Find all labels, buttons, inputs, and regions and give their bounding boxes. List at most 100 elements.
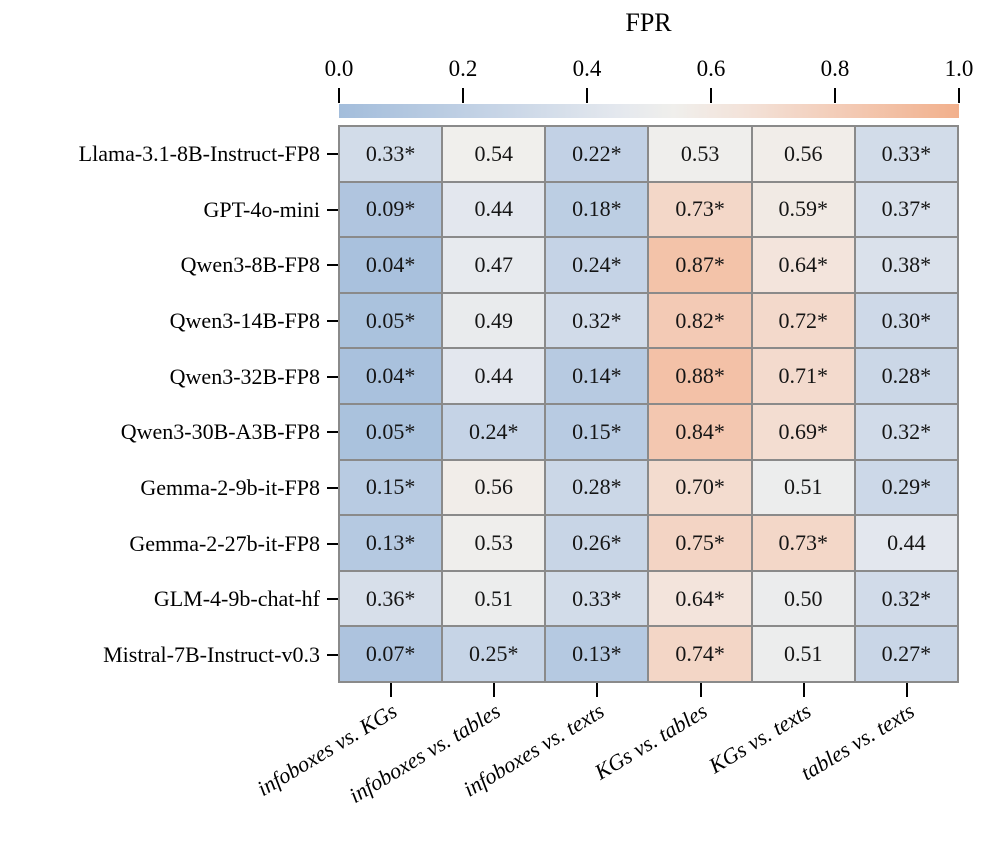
heatmap-cell: 0.32* — [855, 571, 957, 626]
row-label: Qwen3-8B-FP8 — [180, 252, 320, 278]
heatmap-cell: 0.70* — [649, 460, 751, 515]
heatmap-cell: 0.13* — [340, 516, 442, 570]
row-label: GLM-4-9b-chat-hf — [153, 586, 320, 612]
colorbar-tick-mark — [710, 88, 712, 103]
row-tick-mark — [327, 431, 338, 434]
heatmap-cell: 0.24* — [546, 238, 648, 292]
heatmap-cell: 0.22* — [546, 127, 648, 181]
heatmap-cell: 0.73* — [649, 182, 751, 237]
row-tick-mark — [327, 319, 338, 322]
heatmap-cell: 0.44 — [855, 516, 957, 570]
column-label: tables vs. texts — [795, 698, 919, 786]
heatmap-cell: 0.82* — [649, 293, 751, 348]
heatmap-cell: 0.44 — [443, 182, 545, 237]
heatmap-cell: 0.33* — [855, 127, 957, 181]
heatmap-cell: 0.84* — [649, 404, 751, 459]
heatmap-cell: 0.54 — [443, 127, 545, 181]
heatmap-cell: 0.51 — [752, 460, 854, 515]
heatmap-cell: 0.53 — [649, 127, 751, 181]
heatmap-cell: 0.15* — [546, 404, 648, 459]
heatmap-cell: 0.53 — [443, 516, 545, 570]
heatmap-cell: 0.04* — [340, 238, 442, 292]
column-tick-mark — [493, 683, 495, 697]
heatmap-cell: 0.29* — [855, 460, 957, 515]
row-tick-mark — [327, 375, 338, 378]
heatmap-grid: 0.33* 0.54 0.22* 0.53 0.56 0.33* 0.09* 0.44 0.18… — [338, 125, 959, 683]
colorbar-gradient — [339, 104, 959, 118]
row-tick-mark — [327, 542, 338, 545]
heatmap-cell: 0.73* — [752, 516, 854, 570]
heatmap-cell: 0.09* — [340, 182, 442, 237]
column-tick-mark — [803, 683, 805, 697]
heatmap-cell: 0.28* — [855, 349, 957, 403]
row-tick-mark — [327, 598, 338, 601]
heatmap-cell: 0.04* — [340, 349, 442, 403]
heatmap-cell: 0.50 — [752, 571, 854, 626]
row-label: Llama-3.1-8B-Instruct-FP8 — [78, 140, 320, 166]
heatmap-cell: 0.47 — [443, 238, 545, 292]
row-label: Qwen3-32B-FP8 — [169, 363, 320, 389]
heatmap-cell: 0.14* — [546, 349, 648, 403]
row-tick-mark — [327, 487, 338, 490]
heatmap-cell: 0.32* — [855, 404, 957, 459]
colorbar-tick-label: 0.2 — [448, 56, 478, 81]
heatmap-cell: 0.64* — [649, 571, 751, 626]
row-label: GPT-4o-mini — [203, 196, 320, 222]
colorbar-tick-mark — [338, 88, 340, 103]
heatmap-cell: 0.69* — [752, 404, 854, 459]
heatmap-cell: 0.07* — [340, 627, 442, 681]
heatmap-cell: 0.44 — [443, 349, 545, 403]
row-label: Gemma-2-9b-it-FP8 — [140, 475, 320, 501]
heatmap-cell: 0.49 — [443, 293, 545, 348]
heatmap-cell: 0.36* — [340, 571, 442, 626]
heatmap-cell: 0.51 — [443, 571, 545, 626]
heatmap-cell: 0.56 — [752, 127, 854, 181]
row-tick-mark — [327, 264, 338, 267]
heatmap-cell: 0.72* — [752, 293, 854, 348]
row-label: Qwen3-14B-FP8 — [169, 307, 320, 333]
heatmap-cell: 0.74* — [649, 627, 751, 681]
colorbar-tick-label: 0.0 — [324, 56, 354, 81]
heatmap-cell: 0.88* — [649, 349, 751, 403]
column-label: KGs vs. tables — [590, 698, 712, 785]
colorbar-tick-label: 0.4 — [572, 56, 602, 81]
row-label: Qwen3-30B-A3B-FP8 — [120, 419, 320, 445]
heatmap-cell: 0.28* — [546, 460, 648, 515]
heatmap-cell: 0.26* — [546, 516, 648, 570]
heatmap-cell: 0.18* — [546, 182, 648, 237]
row-tick-mark — [327, 654, 338, 657]
colorbar-tick-mark — [462, 88, 464, 103]
heatmap-cell: 0.87* — [649, 238, 751, 292]
colorbar-tick-mark — [586, 88, 588, 103]
column-tick-mark — [699, 683, 702, 697]
chart-title: FPR — [625, 8, 672, 37]
heatmap-cell: 0.30* — [855, 293, 957, 348]
row-tick-mark — [327, 152, 338, 155]
heatmap-cell: 0.59* — [752, 182, 854, 237]
heatmap-cell: 0.05* — [340, 404, 442, 459]
column-tick-mark — [906, 683, 909, 697]
row-label: Gemma-2-27b-it-FP8 — [129, 530, 320, 556]
colorbar-tick-label: 0.6 — [696, 56, 726, 81]
heatmap-cell: 0.24* — [443, 404, 545, 459]
heatmap-cell: 0.64* — [752, 238, 854, 292]
heatmap-cell: 0.71* — [752, 349, 854, 403]
heatmap-cell: 0.15* — [340, 460, 442, 515]
colorbar-tick-mark — [958, 88, 960, 103]
column-tick-mark — [389, 683, 392, 697]
heatmap-cell: 0.32* — [546, 293, 648, 348]
heatmap-cell: 0.33* — [546, 571, 648, 626]
heatmap-cell: 0.25* — [443, 627, 545, 681]
row-tick-mark — [327, 208, 338, 211]
colorbar-tick-label: 1.0 — [944, 56, 974, 81]
heatmap-cell: 0.33* — [340, 127, 442, 181]
colorbar-tick-mark — [834, 88, 836, 103]
column-tick-mark — [596, 683, 599, 697]
heatmap-cell: 0.13* — [546, 627, 648, 681]
heatmap-cell: 0.37* — [855, 182, 957, 237]
heatmap-cell: 0.56 — [443, 460, 545, 515]
heatmap-cell: 0.05* — [340, 293, 442, 348]
heatmap-cell: 0.51 — [752, 627, 854, 681]
row-label: Mistral-7B-Instruct-v0.3 — [103, 642, 320, 668]
